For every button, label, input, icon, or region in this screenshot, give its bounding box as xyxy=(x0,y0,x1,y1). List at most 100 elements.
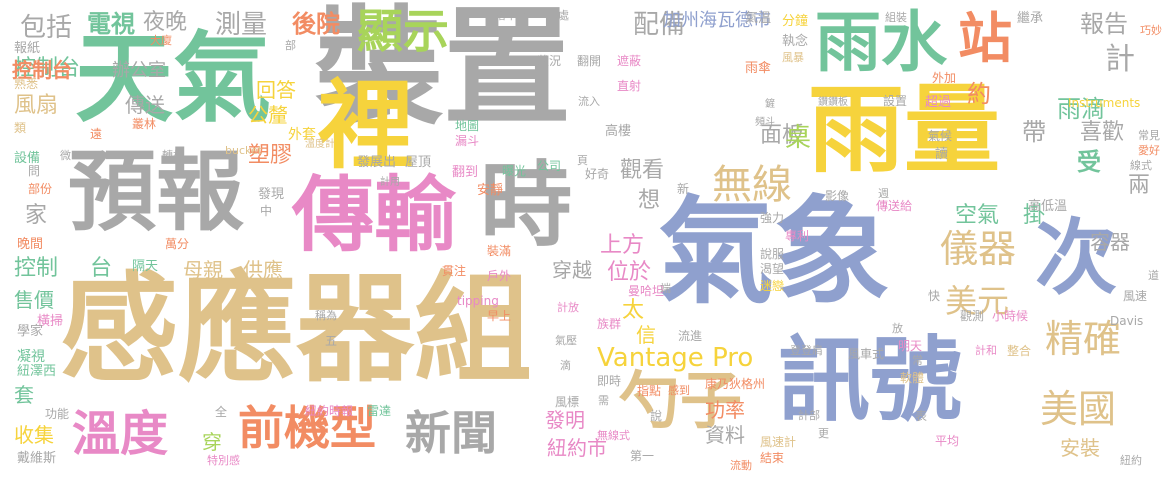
word-cloud-word: 帶 xyxy=(1022,118,1046,146)
word-cloud-word: 執念 xyxy=(782,34,809,49)
word-cloud-word: 巧妙 xyxy=(1140,24,1162,37)
word-cloud-word: 新聞 xyxy=(405,406,497,460)
word-cloud-word: 供應 xyxy=(243,258,283,282)
word-cloud-word: 溫度計 xyxy=(305,139,335,150)
word-cloud-word: 萬分 xyxy=(165,237,190,251)
word-cloud-word: 設備 xyxy=(14,151,41,166)
word-cloud-word: 紐約 xyxy=(1120,454,1142,467)
word-cloud-word: 戴維斯 xyxy=(17,451,57,466)
word-cloud-word: 表 xyxy=(915,409,928,423)
word-cloud-word: 容器 xyxy=(1090,230,1130,254)
word-cloud-word: 遠 xyxy=(90,127,103,141)
word-cloud-word: 喜歡 xyxy=(1080,120,1125,145)
word-cloud-word: 發現 xyxy=(258,187,285,202)
word-cloud-word: 計和 xyxy=(975,344,997,357)
word-cloud-word: 稱為 xyxy=(315,309,337,322)
word-cloud-word: 裝置 xyxy=(315,0,572,143)
word-cloud-word: 族群 xyxy=(597,317,622,331)
word-cloud-word: 傳送 xyxy=(125,93,165,117)
word-cloud-word: 登登肩 xyxy=(790,344,823,357)
word-cloud-word: 叢林 xyxy=(132,117,157,131)
word-cloud-word: 週 xyxy=(878,187,889,200)
word-cloud-word: 流入 xyxy=(578,95,600,108)
word-cloud-word: 感應器組 xyxy=(60,260,533,398)
word-cloud-word: 美國 xyxy=(1040,387,1117,431)
word-cloud-word: 預報 xyxy=(68,140,245,243)
word-cloud-word: 控制台 xyxy=(12,58,72,82)
word-cloud-word: 翻到 xyxy=(452,165,479,180)
word-cloud-word: 類 xyxy=(14,121,27,135)
word-cloud-word: 風扇 xyxy=(14,93,59,118)
word-cloud-word: 後院 xyxy=(292,10,340,38)
word-cloud-word: 安靜 xyxy=(477,183,504,198)
word-cloud-word: 高樓 xyxy=(605,124,632,139)
word-cloud-word: bucket xyxy=(225,144,263,157)
word-cloud-word: 雨水 xyxy=(815,4,947,81)
word-cloud-word: 分鐘 xyxy=(782,14,809,29)
word-cloud-word: 太 xyxy=(622,298,645,323)
word-cloud-word: 熟悉 xyxy=(14,77,39,91)
word-cloud-word: 前機型 xyxy=(238,401,376,455)
word-cloud-word: 控制 xyxy=(14,256,59,281)
word-cloud-word: 微 xyxy=(60,149,71,162)
word-cloud-word: 外套 xyxy=(288,127,316,143)
word-cloud-word: 無線 xyxy=(712,162,792,208)
word-cloud-word: 資料 xyxy=(705,423,745,447)
word-cloud-word: 常見 xyxy=(1138,129,1160,142)
word-cloud-word: 問 xyxy=(28,164,41,178)
word-cloud-word: 信 xyxy=(636,323,656,347)
word-cloud-word: 即時 xyxy=(597,374,622,388)
word-cloud-word: 康乃狄格州 xyxy=(705,377,766,391)
word-cloud-word: 傳輸 xyxy=(292,168,457,263)
word-cloud-word: 發明 xyxy=(545,408,585,432)
word-cloud-word: 加州海瓦德市 xyxy=(663,10,771,31)
word-cloud-word: 家 xyxy=(25,203,48,228)
word-cloud-word: 線式 xyxy=(1130,159,1152,172)
word-cloud-word: 頁 xyxy=(577,154,588,167)
word-cloud-word: 屋頂 xyxy=(405,155,432,170)
word-cloud-word: 塑膠 xyxy=(248,143,293,168)
word-cloud-word: 天氣 xyxy=(75,22,272,136)
word-cloud-word: 滴 xyxy=(560,359,571,372)
word-cloud-word: 迷戀 xyxy=(760,279,785,293)
word-cloud-word: 端 xyxy=(660,282,671,295)
word-cloud-word: 精確 xyxy=(1045,317,1122,361)
word-cloud-word: Instruments xyxy=(1068,96,1141,110)
word-cloud-word: 風車式 xyxy=(848,347,885,361)
word-cloud-word: 面板 xyxy=(760,123,805,148)
word-cloud-word: 貫注 xyxy=(442,264,467,278)
word-cloud-word: 雨滴 xyxy=(1057,95,1105,123)
word-cloud-word: 鏟 xyxy=(765,99,775,110)
word-cloud-word: 紐約市 xyxy=(547,436,607,460)
word-cloud-word: 結束 xyxy=(760,451,785,465)
word-cloud-word: 大廈 xyxy=(150,34,172,47)
word-cloud-word: 曝光 xyxy=(502,164,527,178)
word-cloud-word: 計部 xyxy=(798,409,820,422)
word-cloud-word: 超過 xyxy=(925,95,952,110)
word-cloud-word: 直射 xyxy=(617,79,642,93)
word-cloud-word: 風速計 xyxy=(760,435,797,449)
word-cloud-word: 控制台 xyxy=(14,56,81,81)
word-cloud-word: 美元 xyxy=(945,282,1010,320)
word-cloud-word: 站 xyxy=(958,7,1012,70)
word-cloud-word: 雷達 xyxy=(367,404,392,418)
word-cloud-word: tipping xyxy=(457,294,499,308)
word-cloud-word: 部份 xyxy=(28,182,53,196)
word-cloud-word: 專利 xyxy=(785,229,810,243)
word-cloud-word: 公釐 xyxy=(248,103,288,127)
word-cloud-word: 鑽鑽板 xyxy=(818,97,848,108)
word-cloud-word: 身處 xyxy=(547,9,569,22)
word-cloud-word: 安裝 xyxy=(1060,436,1100,460)
word-cloud-word: 位於 xyxy=(607,260,652,285)
word-cloud-word: 公司 xyxy=(537,159,562,173)
word-cloud-word: 套 xyxy=(14,383,34,407)
word-cloud-word: 溫度 xyxy=(72,406,169,462)
word-cloud-word: 常 xyxy=(912,354,923,367)
word-cloud-word: 測量 xyxy=(215,10,268,40)
word-cloud-word: 穿越 xyxy=(552,258,592,282)
word-cloud-word: 次 xyxy=(1035,211,1118,306)
word-cloud-word: 中 xyxy=(260,204,273,218)
word-cloud-word: 紐澤西 xyxy=(17,364,57,379)
word-cloud-word: 包括 xyxy=(20,13,73,43)
word-cloud-word: 時 xyxy=(480,152,573,259)
